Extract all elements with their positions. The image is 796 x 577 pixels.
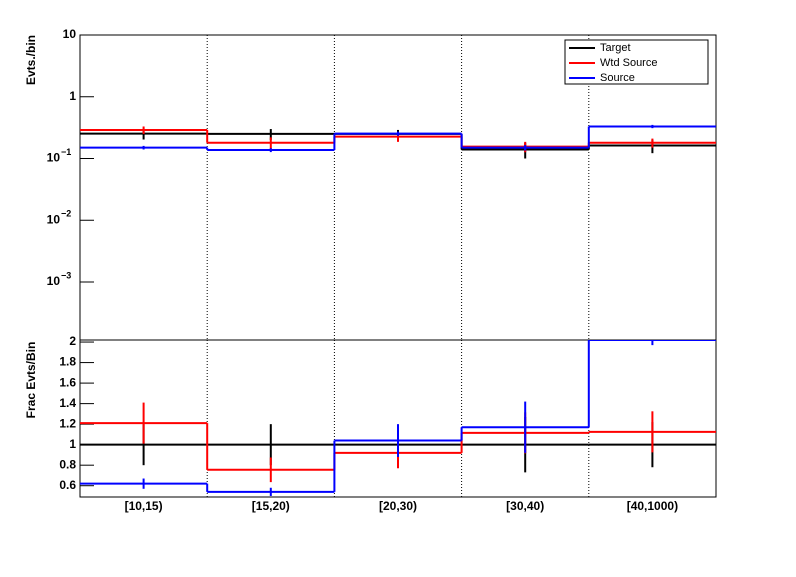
- y-tick-label: 1: [69, 89, 76, 103]
- frame: [79, 339, 717, 498]
- x-tick-label: [10,15): [125, 499, 163, 513]
- legend-label: Target: [600, 42, 631, 54]
- y-tick-label: 0.6: [59, 478, 76, 492]
- y-tick-label: 0.8: [59, 457, 76, 471]
- y-tick-label: 10: [63, 27, 77, 41]
- x-tick-label: [15,20): [252, 499, 290, 513]
- plot-area: [80, 340, 716, 496]
- y-axis-label: Frac Evts/Bin: [24, 342, 38, 419]
- y-tick-label: 10: [47, 151, 61, 165]
- y-tick-label: 1.2: [59, 416, 76, 430]
- y-tick-label: 1.8: [59, 355, 76, 369]
- y-tick-label: 10: [47, 212, 61, 226]
- y-tick-exponent: −3: [61, 270, 71, 280]
- y-tick-exponent: −2: [61, 209, 71, 219]
- plot-area: [80, 124, 716, 159]
- legend-label: Source: [600, 72, 635, 84]
- y-tick-label: 10: [47, 274, 61, 288]
- legend-label: Wtd Source: [600, 57, 657, 69]
- x-tick-label: [20,30): [379, 499, 417, 513]
- y-axis-label: Evts./bin: [24, 35, 38, 85]
- y-tick-label: 1.4: [59, 396, 76, 410]
- x-tick-label: [30,40): [506, 499, 544, 513]
- y-tick-label: 1: [69, 437, 76, 451]
- y-tick-label: 2: [69, 334, 76, 348]
- y-tick-label: 1.6: [59, 375, 76, 389]
- y-tick-exponent: −1: [61, 147, 71, 157]
- x-tick-label: [40,1000): [627, 499, 678, 513]
